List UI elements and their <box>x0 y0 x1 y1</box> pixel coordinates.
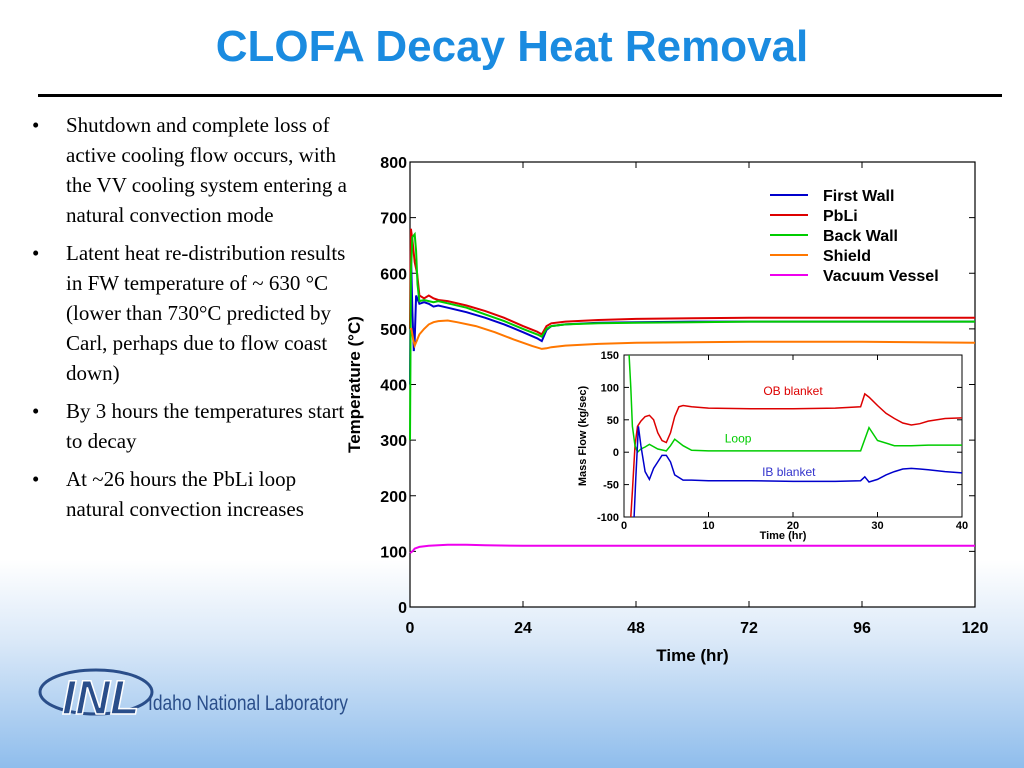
title-divider <box>38 94 1002 97</box>
slide-title: CLOFA Decay Heat Removal <box>215 22 809 71</box>
legend-label: Vacuum Vessel <box>823 268 939 285</box>
inset-x-tick-label: 40 <box>956 520 968 532</box>
bullet-item: • At ~26 hours the PbLi loop natural conv… <box>28 464 358 524</box>
inset-y-tick-label: 100 <box>601 382 619 394</box>
bullet-text: At ~26 hours the PbLi loop natural conve… <box>66 467 304 521</box>
x-tick-label: 120 <box>962 620 989 637</box>
y-tick-label: 500 <box>380 322 407 339</box>
y-tick-label: 700 <box>380 211 407 228</box>
inset-x-axis-title: Time (hr) <box>760 530 807 542</box>
x-tick-label: 48 <box>627 620 645 637</box>
y-tick-label: 300 <box>380 433 407 450</box>
bullet-text: By 3 hours the temperatures start to dec… <box>66 399 345 453</box>
legend-label: PbLi <box>823 208 858 225</box>
inset-x-tick-label: 30 <box>871 520 883 532</box>
y-tick-label: 800 <box>380 155 407 172</box>
series-line <box>410 319 976 350</box>
bullet-dot-icon: • <box>32 399 40 423</box>
bullet-item: • Latent heat re-distribution results in … <box>28 238 358 388</box>
logo-orbit-icon <box>38 668 154 716</box>
y-tick-label: 600 <box>380 266 407 283</box>
bullet-text: Shutdown and complete loss of active coo… <box>66 113 347 227</box>
inset-y-tick-label: -100 <box>597 512 619 524</box>
inset-x-tick-label: 0 <box>621 520 627 532</box>
legend-label: First Wall <box>823 188 894 205</box>
x-tick-label: 72 <box>740 620 758 637</box>
logo-wordmark: Idaho National Laboratory <box>148 692 348 715</box>
bullet-dot-icon: • <box>32 467 40 491</box>
inset-y-tick-label: -50 <box>603 480 619 492</box>
series-line <box>409 231 975 441</box>
logo-mark: INL <box>62 672 139 725</box>
inset-y-tick-label: 0 <box>613 447 619 459</box>
bullet-dot-icon: • <box>32 113 40 137</box>
inset-x-tick-label: 20 <box>787 520 799 532</box>
inset-y-tick-label: 150 <box>601 350 619 362</box>
legend-label: Back Wall <box>823 228 898 245</box>
inset-series-line <box>633 426 962 517</box>
inl-logo: INL Idaho National Laboratory <box>38 668 348 726</box>
inset-annotation: OB blanket <box>763 384 823 398</box>
y-axis-title: Temperature (°C) <box>345 316 364 453</box>
y-tick-label: 200 <box>380 489 407 506</box>
bullet-item: • Shutdown and complete loss of active co… <box>28 110 358 230</box>
inset-y-axis-title: Mass Flow (kg/sec) <box>577 386 589 487</box>
x-tick-label: 96 <box>853 620 871 637</box>
bullet-list: • Shutdown and complete loss of active co… <box>28 110 358 532</box>
inset-frame <box>623 354 963 518</box>
inset-y-tick-label: 50 <box>607 415 619 427</box>
inset-x-tick-label: 10 <box>702 520 714 532</box>
bullet-text: Latent heat re-distribution results in F… <box>66 241 346 385</box>
inset-annotation: Loop <box>725 431 752 445</box>
bullet-dot-icon: • <box>32 241 40 265</box>
bullet-item: • By 3 hours the temperatures start to de… <box>28 396 358 456</box>
inset-series-line <box>630 392 962 517</box>
y-tick-label: 400 <box>380 378 407 395</box>
y-tick-label: 0 <box>398 600 407 617</box>
y-tick-label: 100 <box>380 544 407 561</box>
x-tick-label: 24 <box>514 620 532 637</box>
inset-annotation: IB blanket <box>762 465 816 479</box>
series-line <box>409 543 975 554</box>
x-tick-label: 0 <box>406 620 415 637</box>
x-axis-title: Time (hr) <box>656 646 728 665</box>
legend-label: Shield <box>823 248 871 265</box>
